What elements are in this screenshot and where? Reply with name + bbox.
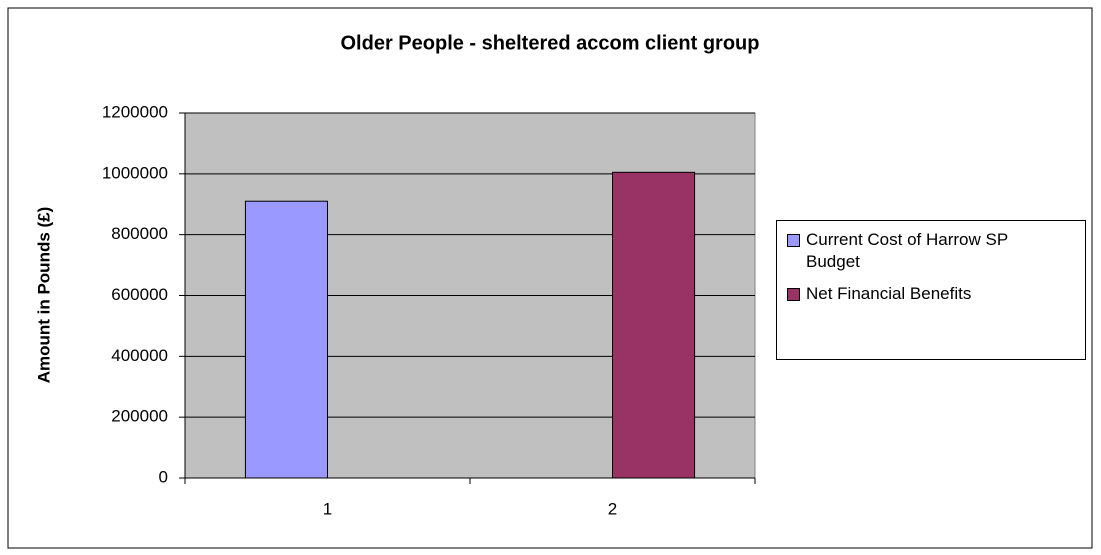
x-tick-label: 1: [323, 499, 332, 518]
legend-entry: Current Cost of Harrow SP Budget: [783, 229, 1079, 273]
legend-label: Net Financial Benefits: [806, 284, 972, 303]
y-tick-label: 200000: [111, 407, 168, 426]
x-tick-label: 2: [608, 499, 617, 518]
y-tick-label: 1000000: [102, 163, 168, 182]
y-tick-label: 800000: [111, 224, 168, 243]
legend-entry: Net Financial Benefits: [783, 283, 1079, 305]
bar: [244, 200, 328, 479]
y-axis-label: Amount in Pounds (£): [34, 207, 53, 384]
y-tick-label: 600000: [111, 285, 168, 304]
chart-title: Older People - sheltered accom client gr…: [341, 32, 760, 54]
y-tick-label: 1200000: [102, 102, 168, 121]
y-tick-label: 400000: [111, 346, 168, 365]
y-tick-label: 0: [159, 467, 168, 486]
legend: Current Cost of Harrow SP Budget Net Fina…: [776, 220, 1086, 360]
legend-swatch: [787, 288, 800, 301]
legend-label: Current Cost of Harrow SP Budget: [806, 230, 1008, 271]
bar: [612, 171, 696, 479]
legend-swatch: [787, 234, 800, 247]
